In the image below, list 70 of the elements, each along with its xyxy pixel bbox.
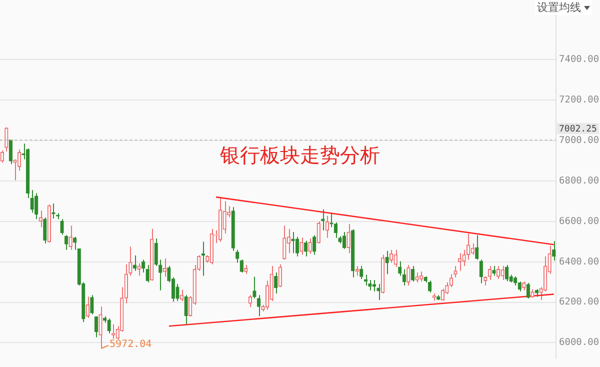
- candlestick: [64, 234, 68, 250]
- candlestick: [154, 238, 158, 267]
- candlestick: [158, 259, 162, 291]
- y-tick-label: 6400.00: [559, 256, 600, 268]
- candlestick: [300, 237, 304, 256]
- text: 银行板块走势分析: [219, 142, 380, 167]
- candlestick: [137, 262, 141, 276]
- candlestick: [282, 225, 286, 260]
- candlestick: [146, 264, 150, 283]
- candlestick: [252, 276, 256, 299]
- candlestick: [274, 272, 278, 294]
- candlestick: [184, 294, 188, 325]
- candlestick: [107, 318, 111, 334]
- candlestick: [406, 264, 410, 286]
- candlestick: [492, 266, 496, 276]
- candlestick: [128, 246, 132, 276]
- candlestick: [462, 249, 466, 267]
- y-tick-label: 6200.00: [559, 296, 600, 308]
- candlestick: [470, 242, 474, 256]
- candlestick: [428, 280, 432, 294]
- candlestick: [312, 234, 316, 256]
- candlestick: [68, 225, 72, 250]
- candlestick: [376, 283, 380, 301]
- candlestick: [98, 306, 102, 349]
- candlestick: [410, 266, 415, 282]
- candlestick: [162, 258, 166, 278]
- candlestick: [34, 192, 38, 220]
- candlestick: [372, 280, 376, 292]
- candlestick: [526, 282, 530, 299]
- candlestick: [484, 276, 488, 286]
- annotation: 设置均线: [537, 0, 581, 15]
- candlestick: [86, 296, 90, 318]
- annotation: 5972.04: [110, 338, 152, 350]
- candlestick: [415, 272, 419, 283]
- candlestick: [325, 215, 330, 238]
- candlestick: [458, 252, 462, 272]
- candlestick: [316, 220, 320, 244]
- candlestick: [308, 238, 312, 254]
- candlestick: [256, 294, 261, 317]
- candlestick: [201, 241, 205, 276]
- y-tick-label: 6000.00: [559, 337, 600, 348]
- candlestick: [419, 271, 424, 282]
- candlestick: [291, 232, 295, 254]
- y-tick-label: 7000.00: [559, 134, 600, 146]
- candlestick: [504, 264, 509, 282]
- candlestick: [360, 266, 364, 280]
- candlestick: [342, 232, 346, 250]
- candlestick: [454, 266, 458, 278]
- candlestick: [132, 254, 137, 272]
- candlestick: [30, 189, 34, 214]
- ref-line-label: 7002.25: [559, 124, 597, 134]
- candlestick: [394, 249, 398, 268]
- candlestick: [8, 139, 13, 165]
- candlestick: [514, 276, 518, 286]
- candlestick: [500, 265, 504, 281]
- candlestick: [346, 223, 350, 254]
- candlestick: [60, 218, 64, 236]
- candlestick: [0, 150, 4, 164]
- y-tick-label: 6600.00: [559, 216, 600, 227]
- candlestick: [334, 222, 338, 238]
- candlestick: [385, 250, 389, 275]
- candlestick: [180, 289, 184, 302]
- candlestick: [52, 203, 56, 219]
- y-tick-label: 6800.00: [559, 175, 600, 186]
- candlestick: [330, 212, 334, 228]
- candlestick: [304, 240, 308, 257]
- y-tick-label: 7400.00: [559, 54, 600, 65]
- candlestick: [278, 264, 282, 288]
- candlestick: [90, 294, 94, 315]
- y-tick-label: 7200.00: [559, 94, 600, 106]
